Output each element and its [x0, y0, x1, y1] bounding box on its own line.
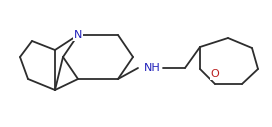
- Text: NH: NH: [144, 63, 160, 73]
- Text: O: O: [211, 69, 220, 79]
- Text: N: N: [74, 30, 82, 40]
